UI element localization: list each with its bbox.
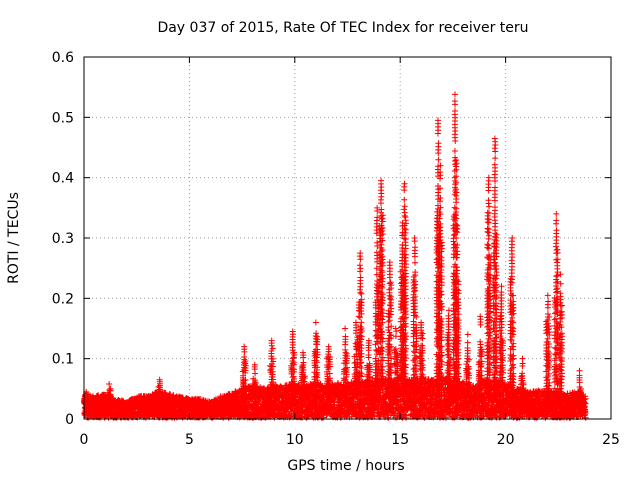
data-point <box>162 389 169 396</box>
data-point <box>167 391 174 398</box>
scatter-points <box>81 91 589 421</box>
grid-layer <box>84 57 611 419</box>
